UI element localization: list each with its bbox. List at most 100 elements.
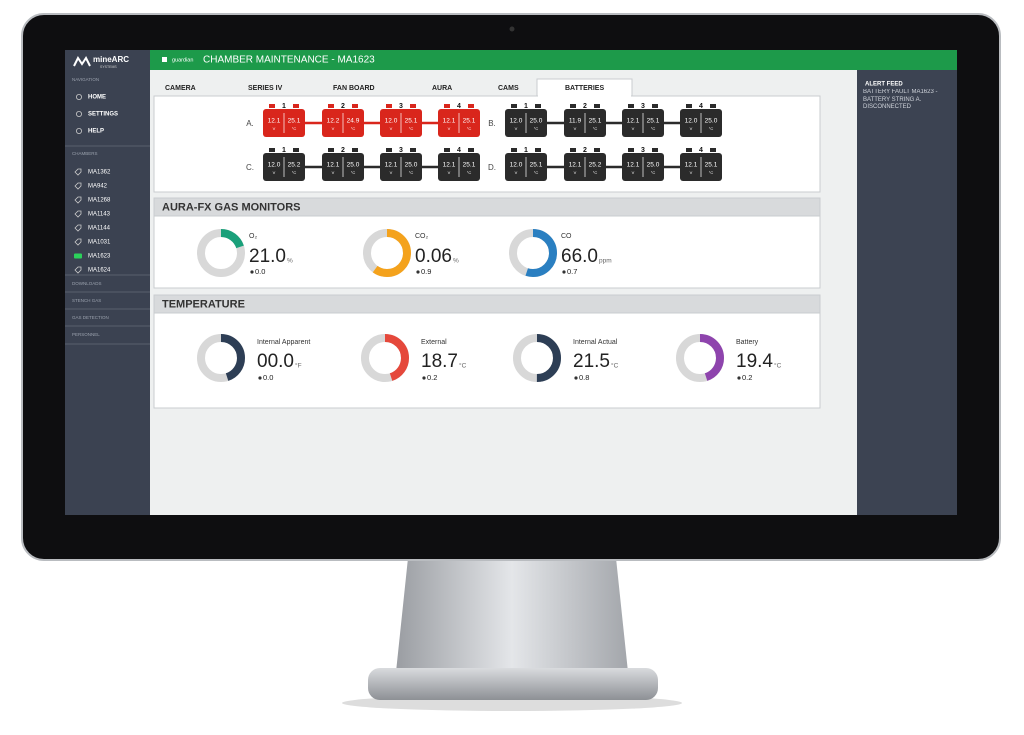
terminal [511,104,517,108]
temp-unit: °C [709,126,714,131]
chamber-item[interactable]: MA1144 [88,226,111,232]
cell-volts: 11.9 [569,118,582,125]
gauge-arc [509,229,557,277]
section-item[interactable]: DOWNLOADS [72,281,102,286]
nav-icon [76,127,83,134]
cell-number: 2 [583,147,587,154]
terminal [652,104,658,108]
tab[interactable]: CAMERA [165,85,196,92]
chamber-item[interactable]: MA942 [88,184,108,190]
chamber-item[interactable]: MA1624 [88,268,111,274]
nav-icon [76,94,83,101]
nav-item[interactable]: SETTINGS [88,112,118,118]
stand-base [368,668,658,700]
tab[interactable]: SERIES IV [248,85,283,92]
cell-volts: 12.0 [268,162,281,169]
tab[interactable]: AURA [432,85,452,92]
section-item[interactable]: STENCH GAS [72,298,101,303]
temp-unit: °C [351,170,356,175]
terminal [710,104,716,108]
terminal [444,148,450,152]
alert-panel [857,70,957,515]
change-dot [258,376,262,380]
change-dot [250,270,254,274]
temp-unit: °C [651,126,656,131]
tab[interactable]: CAMS [498,85,519,92]
cell-temp: 25.0 [347,162,360,169]
gauge-arc [363,229,411,277]
chamber-item[interactable]: MA1362 [88,170,111,176]
nav-item[interactable]: HOME [88,95,106,101]
cell-temp: 25.1 [288,118,301,125]
cell-volts: 12.0 [385,118,398,125]
cell-temp: 25.1 [463,118,476,125]
temp-unit: °C [593,126,598,131]
cell-temp: 25.2 [589,162,602,169]
cell-temp: 25.1 [589,118,602,125]
change-dot [574,376,578,380]
nav-item[interactable]: HELP [88,129,104,135]
cell-temp: 25.0 [530,118,543,125]
volt-unit: V [690,126,693,131]
temp-unit: °C [467,170,472,175]
chamber-icon [74,196,82,204]
panel-body [153,215,821,289]
tab[interactable]: FAN BOARD [333,85,375,92]
cell-temp: 25.0 [647,162,660,169]
change-dot [562,270,566,274]
terminal [410,148,416,152]
temp-unit: °C [351,126,356,131]
page-title: CHAMBER MAINTENANCE - MA1623 [203,55,375,66]
nav-heading: NAVIGATION [72,77,99,82]
cell-temp: 25.1 [463,162,476,169]
cell-volts: 12.1 [627,118,640,125]
monitor-value: 66.0 [561,246,598,267]
temp-unit: °C [292,170,297,175]
cell-volts: 12.1 [327,162,340,169]
terminal [594,104,600,108]
terminal [535,104,541,108]
cell-volts: 12.1 [685,162,698,169]
cell-number: 4 [457,103,461,110]
volt-unit: V [273,126,276,131]
temp-unit: °C [593,170,598,175]
gauge-arc [513,334,561,382]
terminal [269,104,275,108]
section-item[interactable]: GAS DETECTION [72,315,109,320]
terminal [386,148,392,152]
volt-unit: V [632,126,635,131]
cell-temp: 25.1 [647,118,660,125]
terminal [468,104,474,108]
string-label: D. [488,163,496,172]
terminal [293,148,299,152]
tab[interactable]: BATTERIES [565,85,604,92]
chamber-item[interactable]: MA1143 [88,212,111,218]
cell-number: 4 [699,103,703,110]
volt-unit: V [390,126,393,131]
chamber-item[interactable]: MA1268 [88,198,111,204]
panel-body [153,312,821,409]
gauge-arc [197,229,245,277]
chamber-icon [74,182,82,190]
chamber-item[interactable]: MA1031 [88,240,111,246]
temp-unit: °C [709,170,714,175]
chamber-item[interactable]: MA1623 [88,254,111,260]
camera [509,26,515,32]
cell-volts: 12.2 [327,118,340,125]
section-item[interactable]: PERSONNEL [72,332,100,337]
terminal [468,148,474,152]
cell-volts: 12.1 [268,118,281,125]
cell-volts: 12.1 [443,162,456,169]
alert-item[interactable]: BATTERY FAULT MA1623 - BATTERY STRING A.… [863,89,938,110]
brand-sub: SYSTEMS [100,65,117,69]
terminal [328,104,334,108]
temp-unit: °C [534,126,539,131]
cell-number: 2 [341,147,345,154]
terminal [293,104,299,108]
logo-icon [73,56,91,67]
monitor-name: CO₂ [415,233,429,240]
volt-unit: V [515,126,518,131]
terminal [410,104,416,108]
cell-volts: 12.1 [385,162,398,169]
